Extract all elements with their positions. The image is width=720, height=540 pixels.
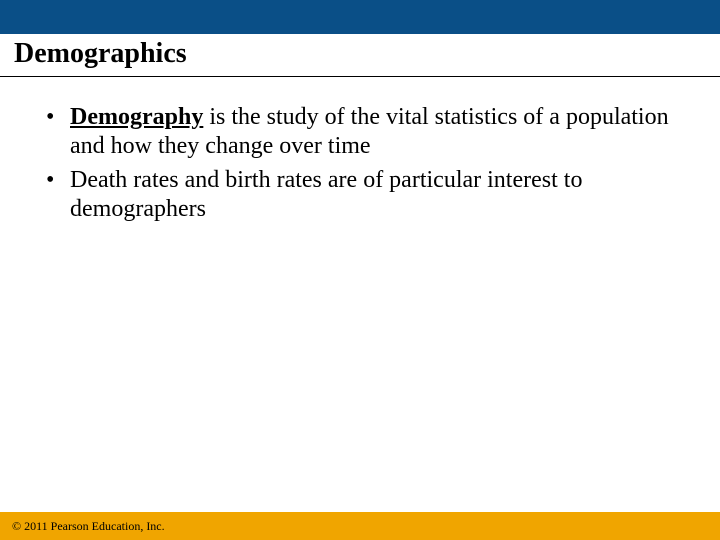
slide-title: Demographics (14, 38, 706, 70)
title-area: Demographics (0, 34, 720, 76)
bullet-text: Death rates and birth rates are of parti… (70, 167, 582, 222)
footer-bar: © 2011 Pearson Education, Inc. (0, 512, 720, 540)
bullet-item: Demography is the study of the vital sta… (36, 103, 684, 162)
bullet-term: Demography (70, 104, 203, 130)
slide: Demographics Demography is the study of … (0, 0, 720, 540)
bullet-list: Demography is the study of the vital sta… (36, 103, 684, 224)
bullet-item: Death rates and birth rates are of parti… (36, 166, 684, 225)
copyright-text: © 2011 Pearson Education, Inc. (12, 519, 165, 534)
body-area: Demography is the study of the vital sta… (0, 77, 720, 512)
top-color-bar (0, 0, 720, 34)
